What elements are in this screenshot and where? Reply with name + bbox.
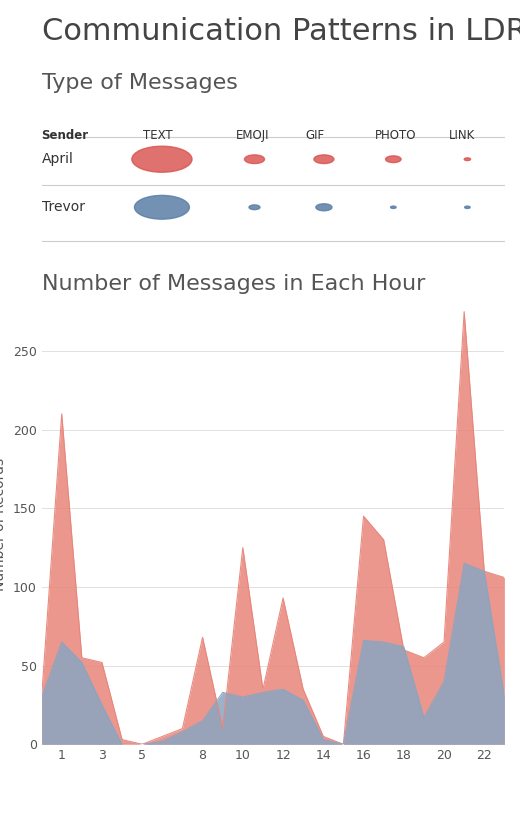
Text: Sender: Sender [42, 129, 89, 142]
Circle shape [132, 146, 192, 172]
Text: Communication Patterns in LDR: Communication Patterns in LDR [42, 17, 520, 46]
Y-axis label: Number of Records: Number of Records [0, 457, 7, 590]
Text: EMOJI: EMOJI [236, 129, 269, 142]
Text: April: April [42, 152, 73, 166]
Circle shape [244, 155, 265, 164]
Text: LINK: LINK [449, 129, 475, 142]
Text: GIF: GIF [305, 129, 324, 142]
Circle shape [316, 203, 332, 211]
Circle shape [464, 158, 471, 160]
Text: TEXT: TEXT [144, 129, 173, 142]
Circle shape [249, 205, 260, 210]
Text: Trevor: Trevor [42, 200, 85, 214]
Circle shape [391, 206, 396, 208]
Circle shape [385, 155, 401, 163]
Circle shape [314, 155, 334, 164]
Text: Number of Messages in Each Hour: Number of Messages in Each Hour [42, 274, 425, 294]
Circle shape [465, 206, 470, 208]
Text: PHOTO: PHOTO [375, 129, 417, 142]
Text: Type of Messages: Type of Messages [42, 73, 238, 93]
Circle shape [135, 195, 189, 219]
